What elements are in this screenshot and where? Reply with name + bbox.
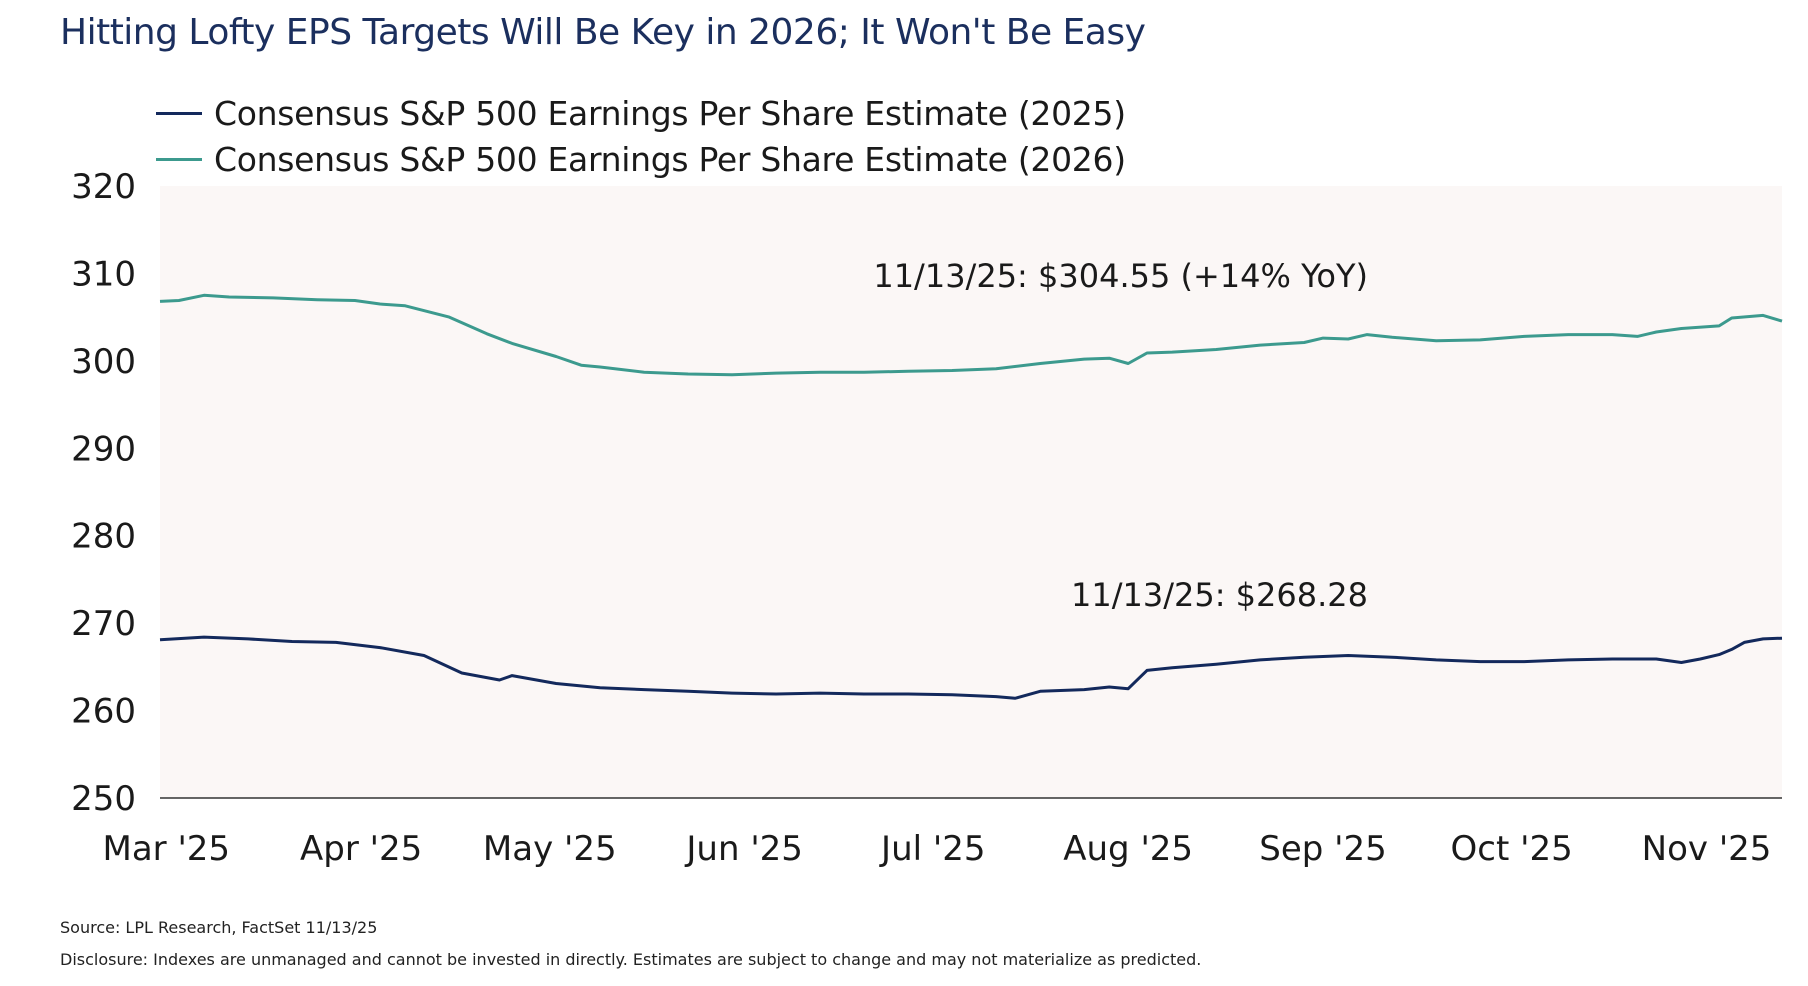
legend-label-2026: Consensus S&P 500 Earnings Per Share Est… bbox=[214, 139, 1126, 179]
chart-title: Hitting Lofty EPS Targets Will Be Key in… bbox=[60, 12, 1146, 53]
legend-swatch-2026 bbox=[156, 157, 202, 161]
x-tick-label: Mar '25 bbox=[102, 829, 230, 869]
x-tick-label: Jul '25 bbox=[879, 829, 985, 869]
x-tick-label: Sep '25 bbox=[1259, 829, 1387, 869]
series-line-2026 bbox=[159, 293, 1783, 377]
x-tick-label: Aug '25 bbox=[1063, 829, 1193, 869]
legend-swatch-2025 bbox=[156, 111, 202, 115]
x-tick-label: Jun '25 bbox=[684, 829, 803, 869]
y-tick-label: 270 bbox=[71, 604, 136, 644]
x-tick-label: Oct '25 bbox=[1451, 829, 1573, 869]
data-annotation: 11/13/25: $304.55 (+14% YoY) bbox=[873, 257, 1368, 295]
y-tick-label: 300 bbox=[71, 342, 136, 382]
y-tick-label: 280 bbox=[71, 517, 136, 557]
legend-item-2025: Consensus S&P 500 Earnings Per Share Est… bbox=[156, 90, 1126, 136]
x-tick-label: Nov '25 bbox=[1642, 829, 1772, 869]
data-annotation: 11/13/25: $268.28 bbox=[1071, 576, 1368, 614]
disclosure-note: Disclosure: Indexes are unmanaged and ca… bbox=[60, 950, 1202, 969]
y-tick-label: 320 bbox=[71, 167, 136, 207]
series-line-2025 bbox=[159, 635, 1783, 700]
legend-label-2025: Consensus S&P 500 Earnings Per Share Est… bbox=[214, 93, 1126, 133]
y-tick-label: 290 bbox=[71, 429, 136, 469]
y-tick-label: 250 bbox=[71, 779, 136, 819]
source-note: Source: LPL Research, FactSet 11/13/25 bbox=[60, 918, 378, 937]
x-tick-label: May '25 bbox=[483, 829, 617, 869]
x-tick-label: Apr '25 bbox=[300, 829, 422, 869]
legend: Consensus S&P 500 Earnings Per Share Est… bbox=[156, 90, 1126, 182]
y-tick-label: 260 bbox=[71, 692, 136, 732]
legend-item-2026: Consensus S&P 500 Earnings Per Share Est… bbox=[156, 136, 1126, 182]
y-tick-label: 310 bbox=[71, 254, 136, 294]
